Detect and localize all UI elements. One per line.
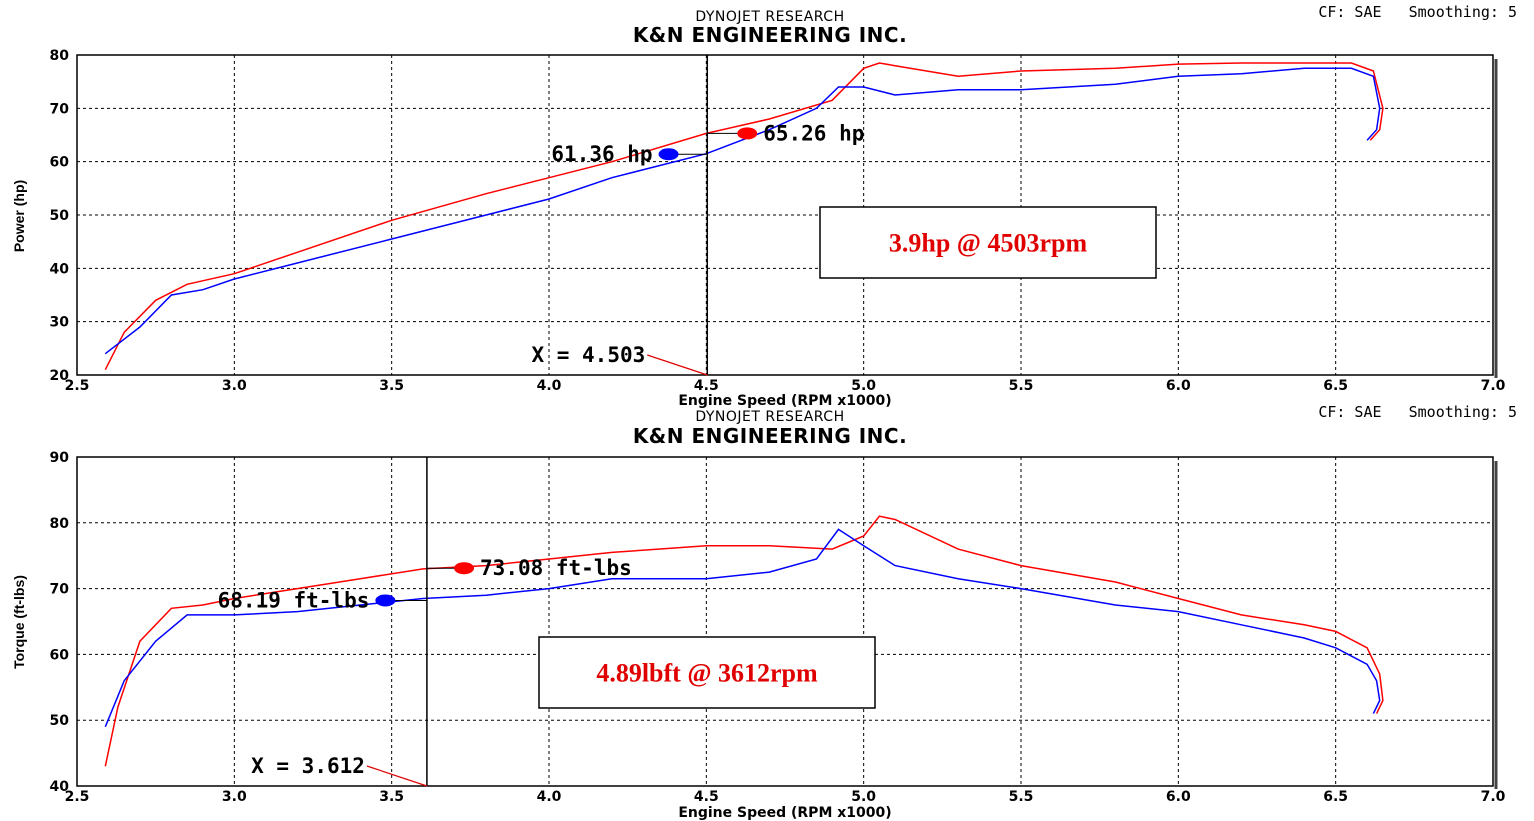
torque-chart-title: K&N ENGINEERING INC.: [633, 424, 907, 448]
torque-x-tick-label: 6.0: [1166, 789, 1191, 805]
torque-y-tick-label: 80: [50, 516, 70, 532]
power-y-tick-label: 40: [50, 261, 70, 277]
torque-x-tick-label: 6.5: [1323, 789, 1348, 805]
torque-cursor-label: X = 3.612: [251, 754, 365, 778]
torque-red-marker-label: 73.08 ft-lbs: [480, 556, 632, 580]
power-y-tick-label: 30: [50, 315, 70, 331]
power-chart-y-axis-label: Power (hp): [11, 180, 27, 252]
torque-plot-area: 2.5 3.0 3.5 4.0 4.5 5.0 5.5 6.0 6.5 7.0 40 50 60 70 80…: [50, 450, 1506, 805]
power-plot-area: 2.5 3.0 3.5 4.0 4.5 5.0 5.5 6.0 6.5 7.0 20 30 40 50 60…: [50, 48, 1506, 394]
torque-x-tick-label: 4.0: [537, 789, 562, 805]
torque-red-series-line: [104, 515, 1384, 767]
torque-y-tick-label: 90: [50, 450, 70, 466]
power-callout-text: 3.9hp @ 4503rpm: [889, 229, 1088, 258]
torque-x-tick-label: 2.5: [65, 789, 90, 805]
power-x-tick-label: 4.5: [694, 378, 719, 394]
torque-y-tick-label: 50: [50, 713, 70, 729]
torque-chart-x-axis-label: Engine Speed (RPM x1000): [678, 805, 891, 821]
torque-chart-header: DYNOJET RESEARCH: [695, 409, 844, 425]
power-chart-title: K&N ENGINEERING INC.: [633, 23, 907, 47]
torque-blue-marker-label: 68.19 ft-lbs: [218, 588, 370, 612]
power-y-tick-label: 60: [50, 155, 70, 171]
power-x-tick-label: 3.0: [222, 378, 247, 394]
torque-x-tick-label: 3.5: [379, 789, 404, 805]
power-x-tick-label: 4.0: [537, 378, 562, 394]
torque-plot-frame: [76, 456, 1494, 787]
power-chart-x-axis-label: Engine Speed (RPM x1000): [678, 393, 891, 409]
power-blue-marker-label: 61.36 hp: [551, 142, 652, 166]
torque-x-tick-label: 7.0: [1481, 789, 1506, 805]
power-blue-series-line: [104, 67, 1381, 355]
power-chart-header: DYNOJET RESEARCH: [695, 9, 844, 25]
power-x-tick-label: 7.0: [1481, 378, 1506, 394]
power-y-tick-label: 80: [50, 48, 70, 64]
power-y-tick-label: 70: [50, 101, 70, 117]
power-callout-box: [819, 206, 1157, 279]
power-x-tick-label: 3.5: [379, 378, 404, 394]
torque-callout-text: 4.89lbft @ 3612rpm: [596, 659, 818, 688]
power-chart-correction-info: CF: SAE Smoothing: 5: [1318, 3, 1517, 21]
torque-chart-correction-info: CF: SAE Smoothing: 5: [1318, 403, 1517, 421]
power-blue-marker: [658, 148, 679, 161]
torque-cursor-leader: [366, 765, 428, 787]
torque-y-tick-label: 70: [50, 582, 70, 598]
torque-x-tick-label: 5.5: [1009, 789, 1034, 805]
torque-x-tick-label: 4.5: [694, 789, 719, 805]
power-red-marker-label: 65.26 hp: [763, 121, 864, 145]
power-x-tick-label: 5.0: [851, 378, 876, 394]
torque-chart: DYNOJET RESEARCH K&N ENGINEERING INC. CF…: [11, 403, 1517, 821]
power-y-tick-label: 50: [50, 208, 70, 224]
torque-red-marker: [454, 562, 475, 575]
torque-callout-box: [538, 636, 876, 709]
torque-blue-series-line: [104, 528, 1381, 728]
torque-chart-y-axis-label: Torque (ft-lbs): [11, 575, 27, 669]
power-y-tick-label: 20: [50, 368, 70, 384]
torque-x-tick-label: 5.0: [851, 789, 876, 805]
power-x-tick-label: 6.5: [1323, 378, 1348, 394]
torque-y-tick-label: 60: [50, 647, 70, 663]
power-x-tick-label: 6.0: [1166, 378, 1191, 394]
torque-y-tick-label: 40: [50, 779, 70, 795]
power-cursor-leader: [647, 354, 708, 376]
torque-blue-marker: [375, 594, 396, 607]
torque-x-tick-label: 3.0: [222, 789, 247, 805]
power-chart: DYNOJET RESEARCH K&N ENGINEERING INC. CF…: [11, 3, 1517, 409]
power-red-marker: [737, 127, 758, 140]
power-x-tick-label: 5.5: [1009, 378, 1034, 394]
power-red-series-line: [104, 62, 1384, 371]
power-x-tick-label: 2.5: [65, 378, 90, 394]
power-cursor-label: X = 4.503: [531, 343, 645, 367]
